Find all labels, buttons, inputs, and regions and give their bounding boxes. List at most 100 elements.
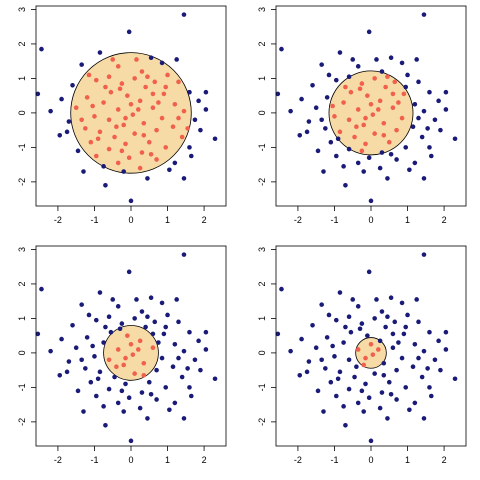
point-inside <box>92 114 97 119</box>
point-outside <box>97 369 103 375</box>
point-outside <box>159 300 165 306</box>
point-outside <box>81 409 86 414</box>
point-inside <box>365 93 370 98</box>
point-inside <box>337 129 343 135</box>
point-outside <box>436 98 441 104</box>
point-outside <box>39 286 44 292</box>
point-outside <box>57 133 63 138</box>
point-outside <box>428 153 434 159</box>
point-inside <box>126 155 132 161</box>
point-outside <box>174 57 179 62</box>
point-outside <box>181 176 187 181</box>
point-outside <box>313 345 319 351</box>
point-outside <box>181 348 187 354</box>
point-outside <box>396 340 401 345</box>
point-outside <box>355 160 361 166</box>
point-inside <box>150 345 156 351</box>
point-outside <box>432 117 438 123</box>
point-outside <box>275 331 281 337</box>
point-outside <box>412 160 418 166</box>
point-inside <box>115 107 121 112</box>
point-inside <box>181 108 187 114</box>
point-outside <box>97 290 103 295</box>
point-outside <box>117 326 123 332</box>
point-outside <box>414 297 419 302</box>
point-outside <box>388 295 394 301</box>
panel-bottom-right: -2 -1 0 1 2 -2 -1 0 1 2 3 <box>257 245 467 465</box>
point-inside <box>141 373 147 378</box>
point-outside <box>132 316 137 321</box>
y-tick-label: -1 <box>257 383 267 391</box>
point-outside <box>139 309 145 314</box>
point-inside <box>88 139 94 145</box>
point-outside <box>361 409 366 414</box>
point-inside <box>376 107 381 112</box>
point-outside <box>421 348 427 354</box>
x-tick-label: -1 <box>330 455 338 465</box>
point-inside <box>121 122 126 128</box>
point-outside <box>436 338 441 344</box>
x-tick-label: 2 <box>442 215 447 225</box>
point-outside <box>374 297 379 302</box>
point-outside <box>288 348 293 354</box>
point-inside <box>132 371 137 376</box>
x-tick-label: 0 <box>368 455 373 465</box>
point-outside <box>337 369 343 375</box>
point-outside <box>421 416 427 421</box>
point-inside <box>185 126 190 131</box>
point-inside <box>357 86 363 92</box>
point-inside <box>370 352 376 357</box>
point-inside <box>163 84 169 90</box>
point-outside <box>388 55 394 61</box>
point-outside <box>359 321 365 326</box>
point-outside <box>179 374 185 380</box>
point-inside <box>93 77 99 83</box>
point-outside <box>57 373 63 378</box>
point-inside <box>370 112 376 117</box>
point-outside <box>432 357 438 363</box>
y-tick-label: -2 <box>257 418 267 426</box>
point-outside <box>152 319 158 325</box>
point-outside <box>332 354 337 359</box>
point-outside <box>319 117 324 123</box>
point-outside <box>335 136 341 142</box>
point-outside <box>145 416 150 421</box>
point-outside <box>323 126 328 131</box>
point-outside <box>159 60 165 66</box>
point-inside <box>108 89 114 95</box>
point-inside <box>156 100 161 105</box>
x-tick-label: -1 <box>330 215 338 225</box>
point-outside <box>443 329 449 335</box>
point-outside <box>443 89 449 95</box>
point-outside <box>321 409 326 414</box>
point-inside <box>128 101 134 107</box>
point-outside <box>181 416 187 421</box>
point-outside <box>394 157 399 162</box>
point-outside <box>123 381 128 387</box>
point-inside <box>73 105 79 111</box>
point-inside <box>139 150 145 155</box>
point-outside <box>188 393 194 399</box>
point-outside <box>438 367 443 373</box>
point-outside <box>165 312 170 318</box>
point-outside <box>352 374 357 380</box>
y-tick-label: 2 <box>257 281 267 286</box>
point-outside <box>84 335 90 340</box>
x-tick-label: 1 <box>405 215 410 225</box>
y-tick-label: 0 <box>17 110 27 115</box>
point-outside <box>66 359 72 364</box>
point-inside <box>141 120 147 126</box>
point-outside <box>350 57 356 62</box>
point-inside <box>170 124 176 129</box>
point-outside <box>203 347 209 352</box>
point-inside <box>79 117 84 123</box>
point-outside <box>365 333 370 338</box>
point-outside <box>366 29 372 35</box>
point-outside <box>64 129 70 135</box>
point-outside <box>394 397 399 402</box>
panel-top-right: -2 -1 0 1 2 -2 -1 0 1 2 3 <box>257 5 467 225</box>
point-inside <box>123 355 128 361</box>
point-inside <box>141 360 147 366</box>
point-outside <box>198 367 203 373</box>
point-outside <box>154 397 159 402</box>
